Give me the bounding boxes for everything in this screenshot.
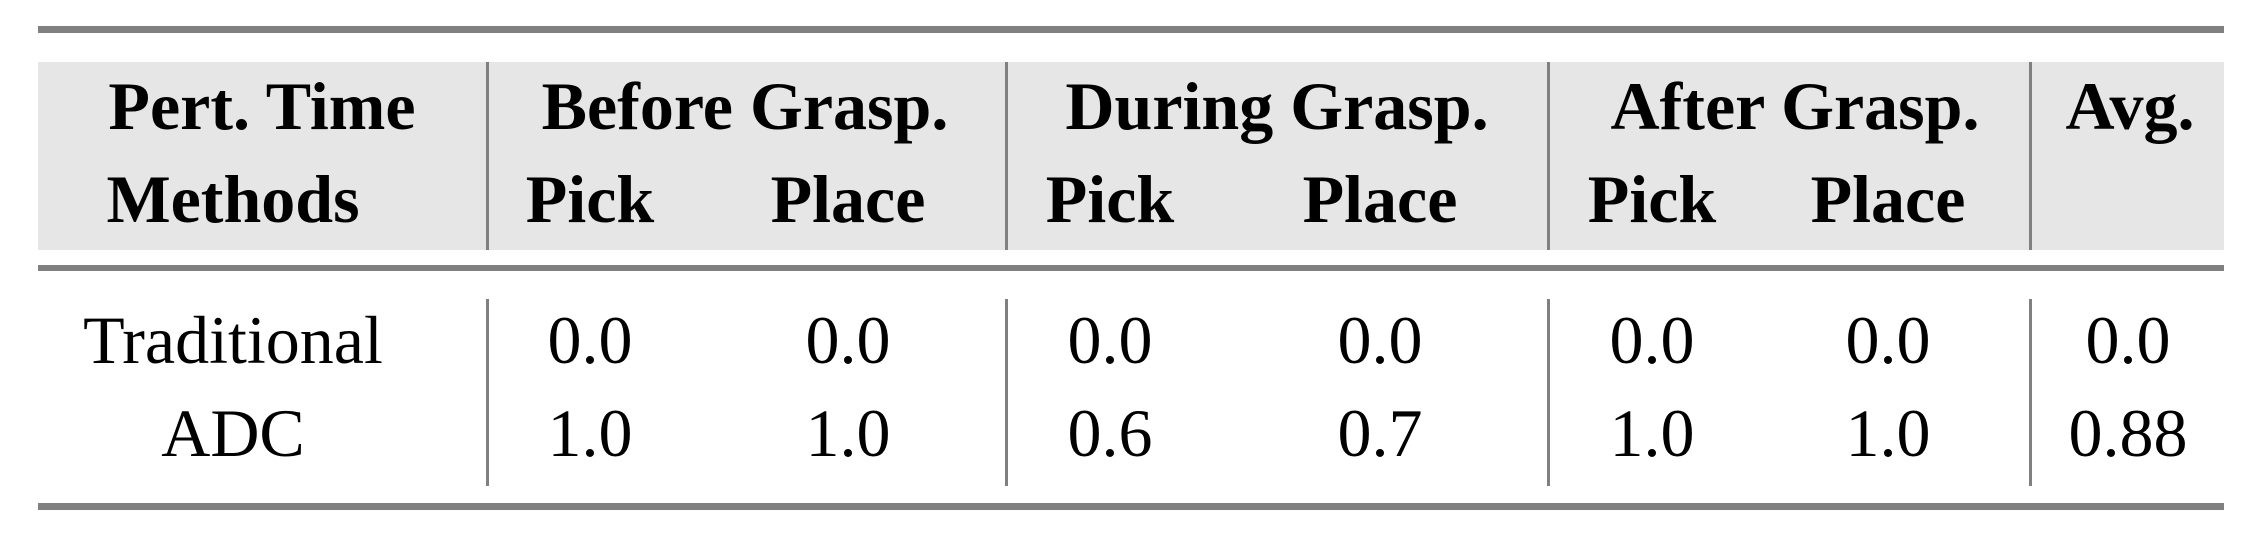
- body-divider: [1547, 299, 1550, 486]
- header-before-grasp: Before Grasp.: [541, 68, 949, 144]
- mid-rule: [38, 265, 2224, 271]
- top-rule: [38, 26, 2224, 33]
- value-cell: 0.0: [1845, 302, 1931, 378]
- value-cell: 0.0: [1337, 302, 1423, 378]
- header-background: [38, 62, 2224, 250]
- value-cell: 1.0: [1609, 395, 1695, 471]
- body-divider: [486, 299, 489, 486]
- value-cell: 0.0: [547, 302, 633, 378]
- header-after-place: Place: [1810, 161, 1966, 237]
- value-cell: 0.6: [1067, 395, 1153, 471]
- header-divider: [2029, 62, 2032, 250]
- method-name: ADC: [161, 395, 305, 471]
- body-divider: [2029, 299, 2032, 486]
- bottom-rule: [38, 503, 2224, 510]
- header-divider: [1005, 62, 1008, 250]
- header-after-pick: Pick: [1587, 161, 1717, 237]
- header-after-grasp: After Grasp.: [1610, 68, 1980, 144]
- header-before-place: Place: [770, 161, 926, 237]
- header-pert-time: Pert. Time: [108, 68, 416, 144]
- header-during-place: Place: [1302, 161, 1458, 237]
- value-cell: 0.0: [2085, 302, 2171, 378]
- value-cell: 0.7: [1337, 395, 1423, 471]
- value-cell: 1.0: [1845, 395, 1931, 471]
- header-divider: [1547, 62, 1550, 250]
- header-during-grasp: During Grasp.: [1065, 68, 1489, 144]
- header-during-pick: Pick: [1045, 161, 1175, 237]
- value-cell: 1.0: [805, 395, 891, 471]
- value-cell: 0.0: [1067, 302, 1153, 378]
- value-cell: 1.0: [547, 395, 633, 471]
- value-cell: 0.0: [805, 302, 891, 378]
- header-avg: Avg.: [2065, 68, 2195, 144]
- header-methods: Methods: [106, 161, 360, 237]
- method-name: Traditional: [83, 302, 383, 378]
- header-before-pick: Pick: [525, 161, 655, 237]
- value-cell: 0.0: [1609, 302, 1695, 378]
- value-cell: 0.88: [2068, 395, 2188, 471]
- body-divider: [1005, 299, 1008, 486]
- header-divider: [486, 62, 489, 250]
